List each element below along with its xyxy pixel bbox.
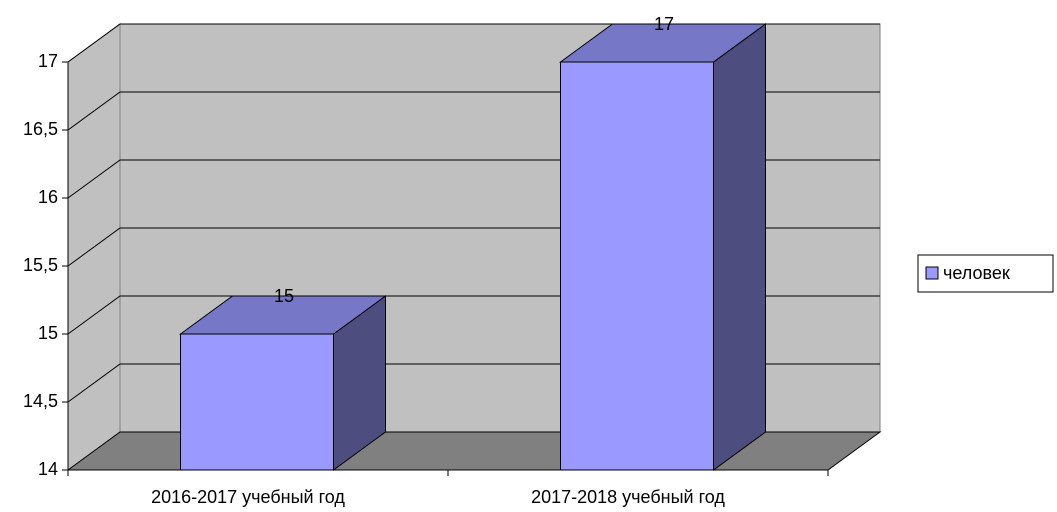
x-tick-label: 2017-2018 учебный год — [531, 487, 725, 507]
y-tick-label: 16,5 — [23, 119, 58, 139]
y-tick-label: 15 — [38, 323, 58, 343]
bar — [560, 61, 714, 471]
bar — [180, 333, 334, 471]
legend-label: человек — [943, 263, 1010, 283]
y-tick-label: 15,5 — [23, 255, 58, 275]
x-tick-label: 2016-2017 учебный год — [151, 487, 345, 507]
y-tick-label: 17 — [38, 51, 58, 71]
y-tick-label: 14 — [38, 459, 58, 479]
legend-box — [917, 254, 1054, 293]
legend-swatch — [925, 266, 939, 280]
value-label: 15 — [274, 286, 294, 306]
bar-side — [713, 23, 766, 471]
value-label: 17 — [654, 14, 674, 34]
y-tick-label: 16 — [38, 187, 58, 207]
y-tick-label: 14,5 — [23, 391, 58, 411]
